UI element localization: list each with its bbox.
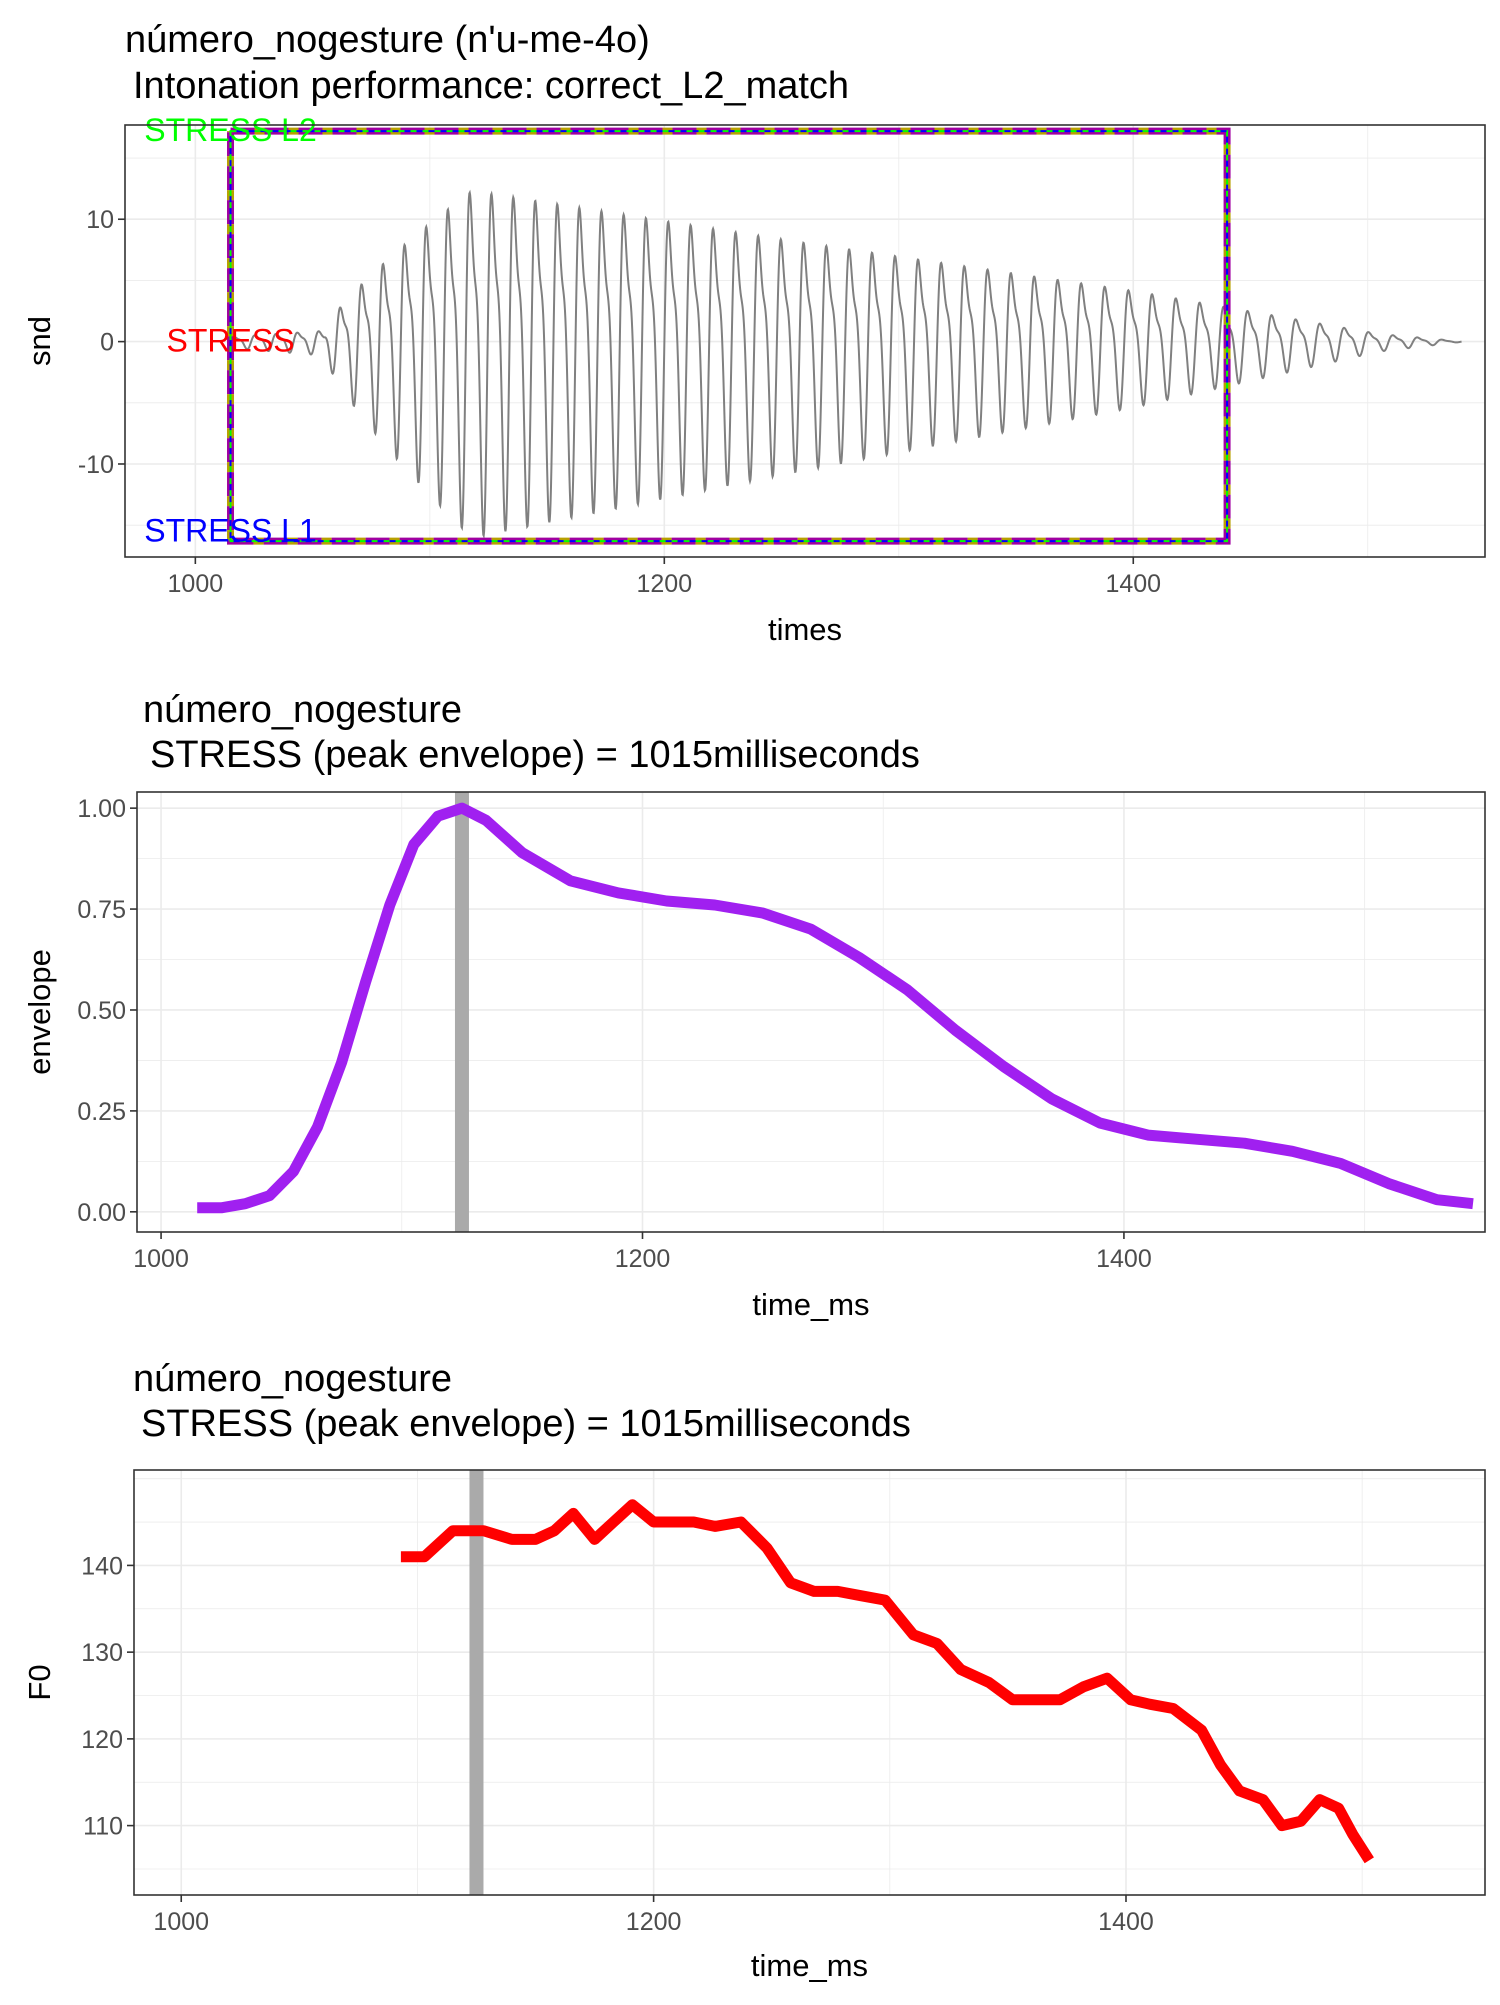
x-axis-title: time_ms xyxy=(752,1287,869,1322)
x-tick-label: 1000 xyxy=(153,1908,209,1936)
chart-panel-2: 1000 1200 1400 0.00 0.25 0.50 0.75 1.00 time_ms e… xyxy=(22,689,1485,1322)
y-tick-label: 1.00 xyxy=(77,795,126,823)
x-axis-title: times xyxy=(768,612,842,647)
x-tick-label: 1200 xyxy=(636,570,692,598)
y-axis-title: envelope xyxy=(22,949,57,1075)
y-tick-label: 130 xyxy=(81,1639,123,1667)
x-tick-label: 1000 xyxy=(133,1245,189,1273)
chart-subtitle: Intonation performance: correct_L2_match xyxy=(133,65,849,107)
x-axis-title: time_ms xyxy=(751,1948,868,1983)
x-tick-label: 1200 xyxy=(615,1245,671,1273)
y-tick-label: 0.75 xyxy=(77,896,126,924)
y-tick-label: 110 xyxy=(83,1813,123,1841)
chart-panel-1: STRESS L2 STRESS STRESS L1 1000 1200 1400 -10 0… xyxy=(22,19,1485,647)
x-tick-label: 1400 xyxy=(1105,570,1161,598)
y-tick-label: 0.00 xyxy=(77,1199,126,1227)
y-tick-label: 120 xyxy=(81,1726,123,1754)
chart-title: número_nogesture (n'u-me-4o) xyxy=(125,19,650,61)
y-tick-label: -10 xyxy=(78,451,114,479)
plot-background xyxy=(137,792,1485,1232)
x-tick-label: 1000 xyxy=(168,570,224,598)
annotation-stress: STRESS xyxy=(167,323,295,359)
y-axis-title: snd xyxy=(22,316,57,366)
y-tick-label: 0.50 xyxy=(77,997,126,1025)
x-tick-label: 1200 xyxy=(626,1908,682,1936)
y-tick-label: 0 xyxy=(100,329,114,357)
annotation-stress-l2: STRESS L2 xyxy=(144,112,317,148)
chart-panel-3: 1000 1200 1400 110 120 130 140 time_ms F0 número_… xyxy=(22,1358,1485,1983)
chart-title: número_nogesture xyxy=(133,1358,452,1400)
x-tick-label: 1400 xyxy=(1096,1245,1152,1273)
y-tick-label: 140 xyxy=(81,1552,123,1580)
chart-subtitle: STRESS (peak envelope) = 1015millisecond… xyxy=(141,1403,911,1445)
plot-background xyxy=(134,1470,1485,1895)
annotation-stress-l1: STRESS L1 xyxy=(144,512,317,548)
y-axis-title: F0 xyxy=(22,1664,57,1700)
chart-title: número_nogesture xyxy=(143,689,462,731)
y-tick-label: 10 xyxy=(86,206,114,234)
x-tick-label: 1400 xyxy=(1098,1908,1154,1936)
y-tick-label: 0.25 xyxy=(77,1098,126,1126)
chart-subtitle: STRESS (peak envelope) = 1015millisecond… xyxy=(150,734,920,776)
